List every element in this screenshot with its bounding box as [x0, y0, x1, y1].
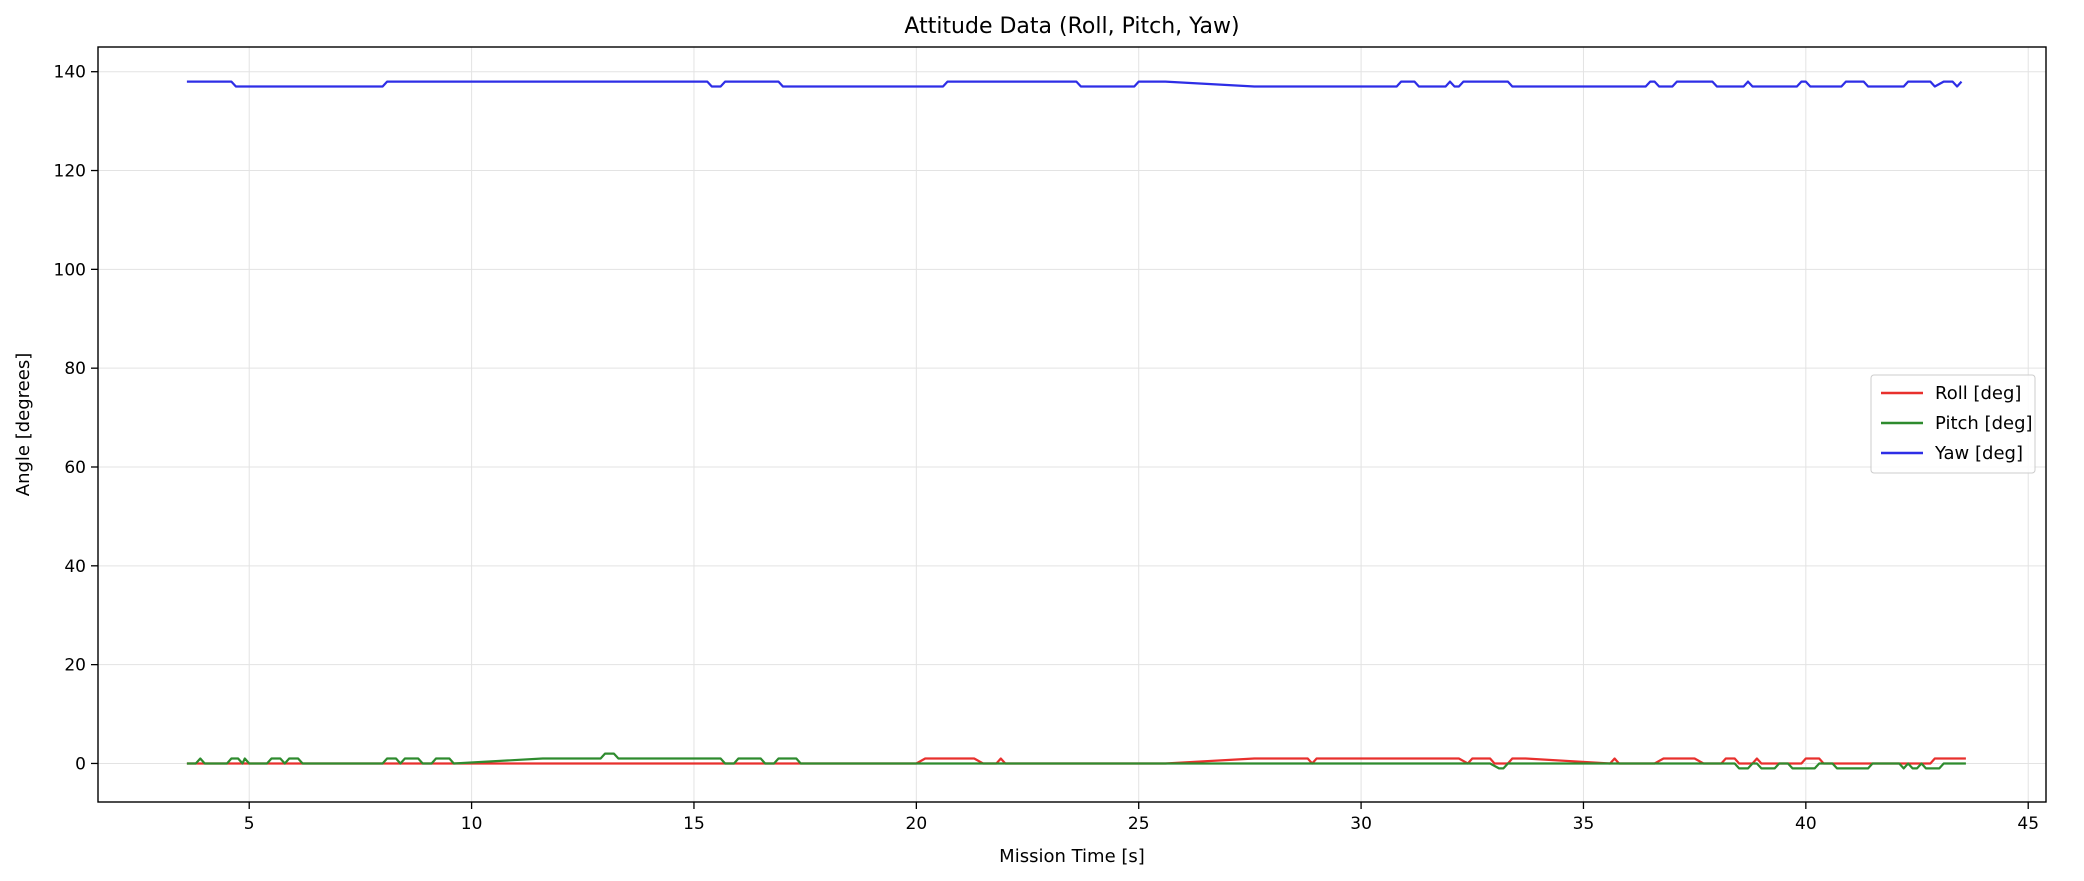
grid-lines — [98, 47, 2046, 802]
x-tick-label: 15 — [683, 814, 705, 834]
x-tick-label: 20 — [906, 814, 928, 834]
series-line-yaw — [186, 80, 1963, 88]
y-tick-label: 140 — [54, 63, 86, 83]
y-tick-label: 40 — [64, 557, 86, 577]
legend-label: Yaw [deg] — [1934, 443, 2023, 464]
series-line-pitch — [186, 752, 1966, 770]
x-tick-label: 45 — [2017, 814, 2039, 834]
legend-label: Pitch [deg] — [1935, 413, 2033, 434]
y-axis-label: Angle [degrees] — [13, 353, 34, 496]
series-lines — [186, 80, 1966, 770]
y-tick-label: 120 — [54, 162, 86, 182]
x-axis-label: Mission Time [s] — [999, 846, 1145, 867]
x-tick-label: 40 — [1795, 814, 1817, 834]
x-tick-label: 30 — [1350, 814, 1372, 834]
chart-title: Attitude Data (Roll, Pitch, Yaw) — [904, 14, 1239, 39]
x-tick-label: 25 — [1128, 814, 1150, 834]
legend-label: Roll [deg] — [1935, 383, 2021, 404]
x-tick-label: 35 — [1573, 814, 1595, 834]
y-tick-label: 60 — [64, 458, 86, 478]
y-tick-label: 0 — [75, 754, 86, 774]
legend: Roll [deg] Pitch [deg] Yaw [deg] — [1870, 374, 2036, 474]
y-tick-label: 100 — [54, 260, 86, 280]
x-tick-label: 5 — [244, 814, 255, 834]
plot-frame — [97, 46, 2047, 803]
x-tick-label: 10 — [461, 814, 483, 834]
y-tick-label: 80 — [64, 359, 86, 379]
legend-box — [1870, 374, 2036, 474]
axis-ticks: 5 10 15 20 25 30 35 40 45 0 20 40 60 80 100 120 140 — [54, 63, 2039, 834]
y-tick-label: 20 — [64, 656, 86, 676]
